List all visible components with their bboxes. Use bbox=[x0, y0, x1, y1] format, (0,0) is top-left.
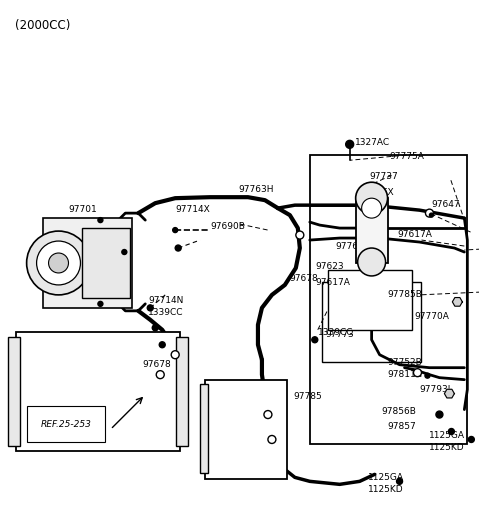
Text: 97623: 97623 bbox=[316, 262, 345, 271]
Circle shape bbox=[26, 231, 90, 295]
Text: 1327AC: 1327AC bbox=[355, 138, 390, 148]
Text: 97678: 97678 bbox=[290, 274, 319, 283]
Text: 97752B: 97752B bbox=[387, 358, 422, 367]
Circle shape bbox=[396, 478, 403, 485]
Circle shape bbox=[48, 253, 69, 273]
Circle shape bbox=[356, 182, 387, 214]
Text: 97857: 97857 bbox=[387, 422, 416, 430]
Text: 97811C: 97811C bbox=[387, 369, 422, 379]
Text: 97714X: 97714X bbox=[175, 205, 210, 214]
Circle shape bbox=[264, 411, 272, 418]
Text: 1339CC: 1339CC bbox=[148, 308, 184, 317]
Bar bbox=[176, 337, 188, 446]
Circle shape bbox=[413, 368, 421, 377]
Circle shape bbox=[425, 209, 433, 217]
Circle shape bbox=[268, 436, 276, 443]
Text: 97737: 97737 bbox=[370, 172, 398, 181]
Text: 97647: 97647 bbox=[432, 200, 460, 209]
Text: 97763H: 97763H bbox=[238, 185, 274, 194]
Circle shape bbox=[358, 248, 385, 276]
Circle shape bbox=[152, 325, 158, 331]
Circle shape bbox=[312, 337, 318, 343]
Polygon shape bbox=[444, 389, 455, 398]
Circle shape bbox=[436, 411, 443, 418]
Text: 1339CC: 1339CC bbox=[318, 328, 353, 337]
Text: 97714N: 97714N bbox=[148, 296, 184, 305]
Text: REF.25-253: REF.25-253 bbox=[41, 420, 92, 428]
Circle shape bbox=[98, 218, 103, 222]
Circle shape bbox=[156, 370, 164, 379]
Circle shape bbox=[171, 351, 179, 359]
Bar bbox=[83, 228, 130, 298]
Text: 97785B: 97785B bbox=[387, 290, 422, 299]
Bar bbox=[328, 270, 412, 330]
Polygon shape bbox=[452, 298, 462, 306]
Text: (2000CC): (2000CC) bbox=[15, 19, 70, 31]
Bar bbox=[16, 332, 180, 452]
Text: 97701: 97701 bbox=[69, 205, 97, 214]
Bar bbox=[43, 218, 132, 308]
Text: 1125GA: 1125GA bbox=[430, 431, 466, 441]
Bar bbox=[205, 380, 287, 479]
Circle shape bbox=[173, 228, 178, 233]
Text: 97775A: 97775A bbox=[390, 152, 424, 162]
Circle shape bbox=[175, 245, 181, 251]
Circle shape bbox=[98, 301, 103, 307]
Bar bbox=[310, 155, 468, 444]
Text: 1125KD: 1125KD bbox=[430, 443, 465, 453]
Circle shape bbox=[346, 140, 354, 148]
Circle shape bbox=[147, 305, 153, 311]
Circle shape bbox=[296, 231, 304, 239]
Text: 97770A: 97770A bbox=[415, 312, 449, 321]
Circle shape bbox=[36, 241, 81, 285]
Text: 97617A: 97617A bbox=[397, 230, 432, 239]
Text: 97617A: 97617A bbox=[316, 278, 351, 287]
Bar bbox=[322, 282, 421, 362]
Circle shape bbox=[448, 428, 455, 434]
Circle shape bbox=[468, 437, 474, 442]
Text: 97678: 97678 bbox=[142, 360, 171, 369]
Text: 97773: 97773 bbox=[326, 330, 355, 339]
Text: 97785: 97785 bbox=[294, 392, 323, 400]
Circle shape bbox=[159, 342, 165, 348]
Text: 97690B: 97690B bbox=[210, 222, 245, 231]
Text: 1125GA: 1125GA bbox=[368, 473, 404, 482]
Circle shape bbox=[361, 198, 382, 218]
Text: 97856B: 97856B bbox=[382, 407, 417, 415]
Text: 1140EX: 1140EX bbox=[360, 188, 394, 197]
Text: 97762: 97762 bbox=[336, 242, 364, 251]
Bar bbox=[200, 383, 208, 473]
Text: 97793L: 97793L bbox=[420, 384, 453, 394]
Text: 1125KD: 1125KD bbox=[368, 486, 403, 494]
Bar bbox=[356, 198, 387, 263]
Bar bbox=[8, 337, 20, 446]
Circle shape bbox=[425, 373, 430, 378]
Circle shape bbox=[430, 213, 433, 217]
Circle shape bbox=[122, 250, 127, 254]
